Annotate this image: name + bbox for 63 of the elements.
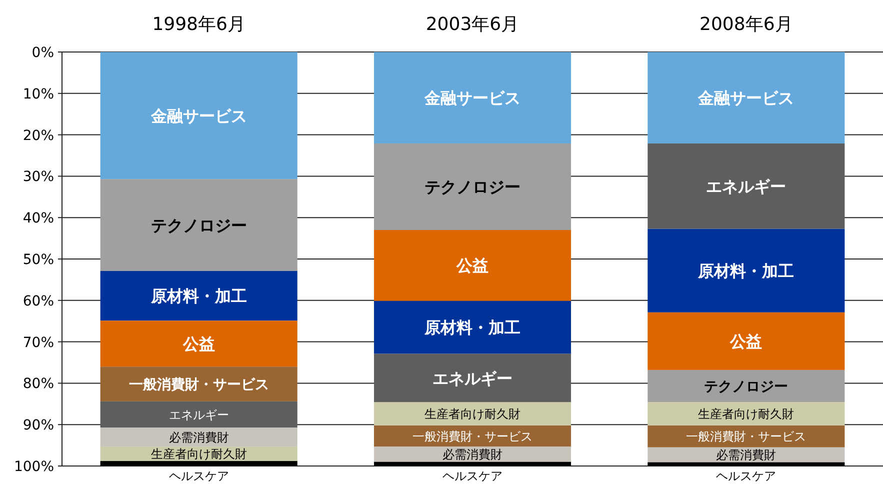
y-tick-label: 80% — [22, 376, 54, 392]
text: エネルギー — [432, 368, 512, 388]
text: テクノロジー — [150, 216, 247, 235]
bar — [100, 461, 298, 466]
text: 原材料・加工 — [424, 318, 520, 338]
y-tick-label: 50% — [22, 252, 54, 268]
x-tick-label: 2008年6月 — [700, 14, 793, 35]
x-tick-label: 2003年6月 — [426, 14, 520, 35]
text: ヘルスケア — [716, 469, 776, 483]
bar — [100, 320, 298, 367]
bar — [648, 425, 845, 448]
x-tick-label: 1998年6月 — [152, 14, 246, 35]
bar — [100, 401, 298, 428]
text: 生産者向け耐久財 — [698, 407, 794, 422]
y-tick-label: 70% — [22, 334, 54, 351]
series-label: 生産者向け耐久財 — [150, 447, 247, 462]
y-tick-label: 10% — [22, 86, 54, 102]
bar — [374, 402, 572, 426]
series-label: 公益 — [182, 334, 215, 354]
bar — [374, 354, 572, 402]
series-label: ヘルスケア — [168, 469, 229, 483]
bar — [648, 312, 845, 370]
text: 必需消費財 — [442, 448, 502, 462]
text: 生産者向け耐久財 — [424, 407, 520, 422]
y-tick-label: 100% — [14, 459, 54, 475]
text: ヘルスケア — [442, 469, 502, 483]
text: 公益 — [730, 332, 762, 351]
series-label: 金融サービス — [424, 88, 520, 108]
bar — [648, 52, 845, 144]
text: テクノロジー — [424, 178, 520, 197]
text: エネルギー — [706, 176, 786, 196]
bar — [648, 402, 845, 426]
bar — [374, 143, 572, 230]
series-label: 原材料・加工 — [150, 286, 247, 306]
series-label: 一般消費財・サービス — [412, 429, 532, 444]
text: 金融サービス — [150, 106, 247, 126]
y-tick-label: 40% — [22, 210, 54, 227]
bar — [374, 300, 572, 354]
text: 原材料・加工 — [698, 261, 794, 280]
series-label: テクノロジー — [704, 379, 788, 396]
text: 金融サービス — [698, 88, 794, 108]
bar — [100, 271, 298, 321]
series-label: エネルギー — [168, 408, 229, 422]
text: 一般消費財・サービス — [686, 430, 806, 444]
bar — [648, 370, 845, 402]
bar — [374, 230, 572, 301]
text: 一般消費財・サービス — [128, 377, 269, 394]
y-tick-label: 60% — [22, 293, 54, 310]
bar — [374, 462, 572, 466]
bar — [648, 462, 845, 466]
bar — [648, 143, 845, 229]
y-tick-label: 30% — [22, 169, 54, 186]
y-tick-label: 20% — [22, 128, 54, 144]
text: 公益 — [456, 256, 488, 276]
y-tick-label: 0% — [32, 45, 54, 61]
bar — [100, 179, 298, 272]
bar — [374, 52, 572, 144]
bar — [100, 52, 298, 180]
series-label: 必需消費財 — [716, 448, 776, 462]
bar — [100, 428, 298, 447]
y-tick-label: 90% — [22, 418, 54, 434]
text: 必需消費財 — [168, 430, 229, 444]
bar — [648, 228, 845, 312]
